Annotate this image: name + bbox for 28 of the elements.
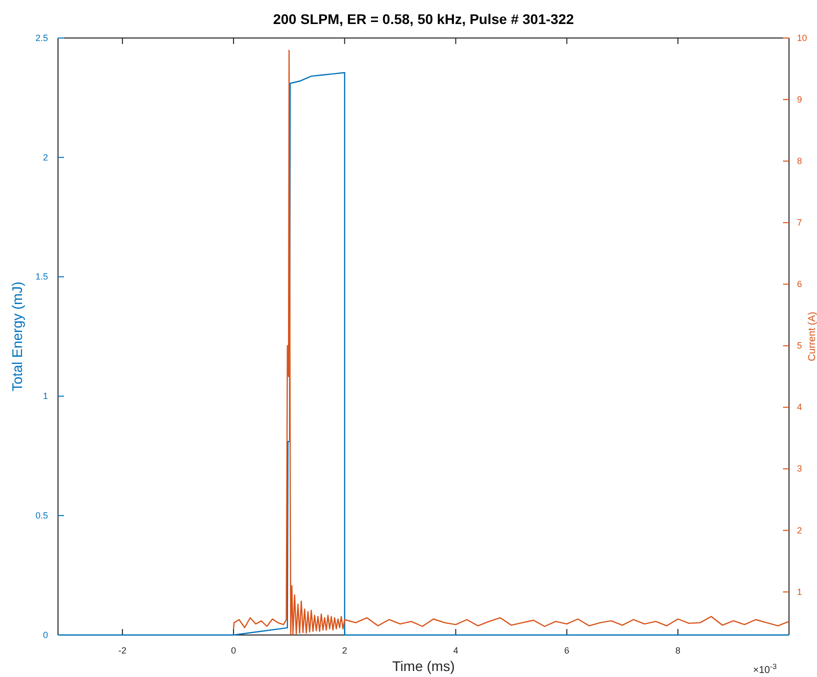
x-axis-title: Time (ms) <box>392 658 455 674</box>
y2-tick-label: 8 <box>797 156 802 166</box>
y2-tick-label: 3 <box>797 464 802 474</box>
y-tick-label: 0 <box>42 630 48 640</box>
y-tick-label: 1 <box>42 391 48 402</box>
line-series <box>232 50 790 635</box>
x-tick-label: 2 <box>342 645 348 656</box>
x-tick-label: -2 <box>118 645 126 656</box>
x-tick-label: 8 <box>675 645 680 656</box>
text: ×10$^{-3}$ <box>753 662 777 676</box>
y-tick-label: 0.5 <box>35 510 48 520</box>
y2-tick-label: 6 <box>797 279 802 290</box>
y2-tick-label: 9 <box>797 94 802 104</box>
y2-tick-label: 5 <box>797 340 802 351</box>
chart-title: 200 SLPM, ER = 0.58, 50 kHz, Pulse # 301-322 <box>273 11 574 27</box>
y-tick-label: 1.5 <box>35 272 48 282</box>
y-tick-label: 2.5 <box>35 32 48 43</box>
y-tick-label: 2 <box>42 152 48 162</box>
y2-tick-label: 1 <box>797 586 802 597</box>
y2-axis-title: Current (A) <box>807 312 817 362</box>
y2-tick-label: 2 <box>797 525 802 536</box>
y-axis-title: Total Energy (mJ) <box>9 282 25 392</box>
y2-tick-label: 10 <box>797 32 808 43</box>
y2-tick-label: 7 <box>797 218 802 228</box>
x-tick-label: 0 <box>231 645 236 656</box>
x-tick-label: 6 <box>564 645 570 656</box>
x-tick-label: 4 <box>453 645 458 656</box>
y2-tick-label: 4 <box>797 402 802 412</box>
